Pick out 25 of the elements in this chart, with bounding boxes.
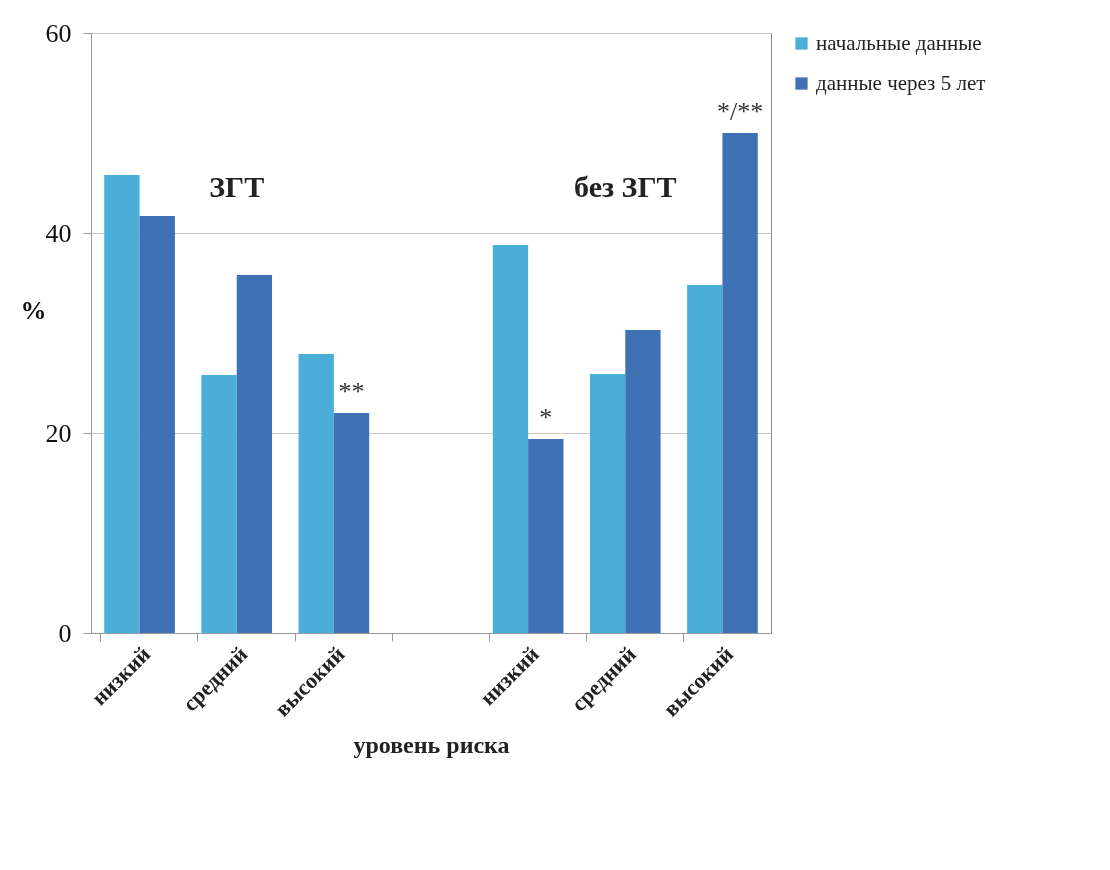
bar [528, 439, 564, 633]
x-axis-title: уровень риска [353, 732, 510, 759]
bar [687, 285, 723, 633]
bar [236, 275, 273, 633]
y-tick-label: 20 [45, 418, 72, 448]
data-label: * [539, 403, 553, 432]
bar [589, 374, 626, 633]
y-tick-label: 40 [45, 218, 72, 248]
bar [201, 375, 237, 633]
annotation: без ЗГТ [574, 170, 677, 203]
bar [298, 354, 334, 633]
bar [492, 245, 529, 633]
y-axis-title: % [20, 295, 47, 325]
bar [333, 413, 370, 633]
bar [104, 175, 140, 633]
y-tick-label: 0 [58, 618, 72, 648]
annotation: ЗГТ [209, 170, 265, 203]
bar [625, 330, 661, 633]
data-label: */** [716, 97, 764, 126]
bar [722, 133, 758, 633]
legend-label: начальные данные [816, 30, 982, 55]
bar [139, 216, 175, 633]
legend-label: данные через 5 лет [816, 70, 986, 95]
data-label: ** [338, 377, 365, 406]
y-tick-label: 60 [45, 18, 72, 48]
